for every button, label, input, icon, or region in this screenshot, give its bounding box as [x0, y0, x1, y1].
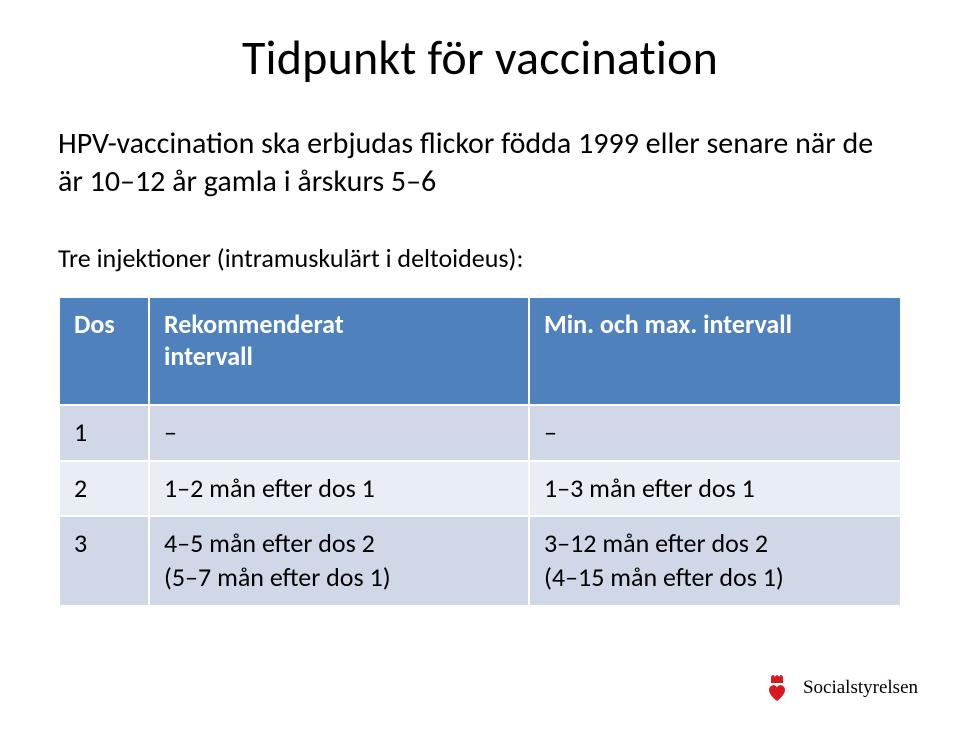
table-row: 3 4–5 mån efter dos 2 (5–7 mån efter dos… — [59, 516, 901, 606]
cell-dos: 1 — [59, 405, 149, 461]
cell-minmax-l2: (4–15 mån efter dos 1) — [544, 561, 784, 593]
slide-title: Tidpunkt för vaccination — [58, 28, 902, 87]
dose-table: Dos Rekommenderat intervall Min. och max… — [58, 296, 902, 607]
cell-dos: 2 — [59, 461, 149, 517]
cell-rec: 1–2 mån efter dos 1 — [149, 461, 529, 517]
cell-rec-l1: 4–5 mån efter dos 2 — [164, 527, 375, 559]
cell-rec-l2: (5–7 mån efter dos 1) — [164, 561, 391, 593]
table-row: 1 – – — [59, 405, 901, 461]
cell-rec: – — [149, 405, 529, 461]
subhead: Tre injektioner (intramuskulärt i deltoi… — [58, 242, 902, 274]
cell-minmax: 3–12 mån efter dos 2 (4–15 mån efter dos… — [529, 516, 901, 606]
socialstyrelsen-logo: Socialstyrelsen — [763, 671, 918, 705]
col-header-recommended: Rekommenderat intervall — [149, 297, 529, 405]
col-header-recommended-l2: intervall — [164, 340, 253, 372]
col-header-dos: Dos — [59, 297, 149, 405]
cell-minmax: – — [529, 405, 901, 461]
table-header-row: Dos Rekommenderat intervall Min. och max… — [59, 297, 901, 405]
cell-dos: 3 — [59, 516, 149, 606]
intro-paragraph: HPV-vaccination ska erbjudas flickor föd… — [58, 125, 902, 202]
cell-minmax: 1–3 mån efter dos 1 — [529, 461, 901, 517]
logo-text: Socialstyrelsen — [803, 677, 918, 699]
logo-icon — [763, 671, 797, 705]
table-row: 2 1–2 mån efter dos 1 1–3 mån efter dos … — [59, 461, 901, 517]
cell-minmax-l1: 3–12 mån efter dos 2 — [544, 527, 768, 559]
cell-rec: 4–5 mån efter dos 2 (5–7 mån efter dos 1… — [149, 516, 529, 606]
col-header-minmax: Min. och max. intervall — [529, 297, 901, 405]
slide: Tidpunkt för vaccination HPV-vaccination… — [0, 0, 960, 729]
col-header-recommended-l1: Rekommenderat — [164, 308, 344, 340]
